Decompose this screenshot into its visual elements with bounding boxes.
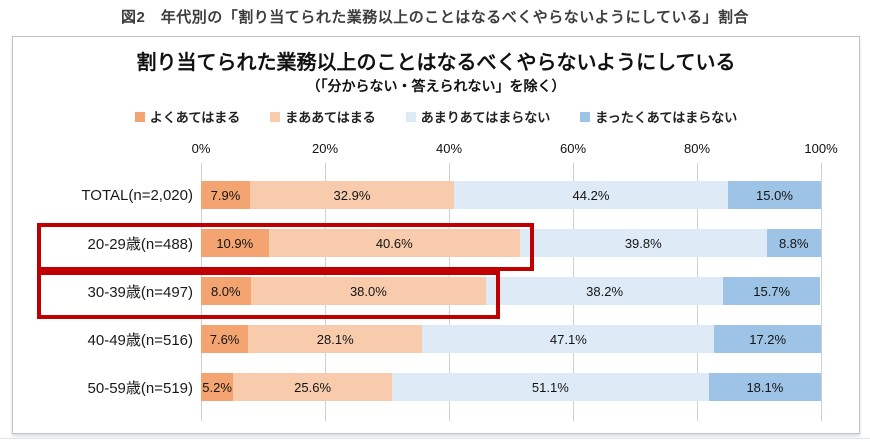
- x-axis-tick-label: 60%: [559, 141, 587, 156]
- bar-segment: 7.9%: [201, 181, 250, 209]
- bar-segment: 15.0%: [727, 181, 821, 209]
- legend-swatch-icon: [270, 111, 281, 122]
- legend-label: よくあてはまる: [149, 110, 241, 125]
- chart-title: 割り当てられた業務以上のことはなるべくやらないようにしている: [136, 52, 736, 74]
- x-axis-tick-label: 0%: [191, 141, 211, 156]
- bar-value-label: 32.9%: [333, 187, 371, 203]
- legend: よくあてはまる まああてはまる あまりあてはまらない まったくあてはまらない: [13, 107, 859, 126]
- bar-value-label: 10.9%: [216, 235, 254, 251]
- bar-value-label: 38.0%: [349, 283, 387, 299]
- legend-item: まったくあてはまらない: [580, 107, 737, 126]
- row-category-label: 40-49歳(n=516): [87, 331, 193, 349]
- table-row: 40-49歳(n=516) 7.6% 28.1% 47.1% 17.2%: [13, 315, 833, 363]
- bar-segment: 8.0%: [201, 277, 251, 305]
- bar-value-label: 5.2%: [202, 379, 232, 395]
- bar-rows: TOTAL(n=2,020) 7.9% 32.9% 44.2% 15.0% 20-29歳(…: [13, 171, 833, 411]
- table-row: 50-59歳(n=519) 5.2% 25.6% 51.1% 18.1%: [13, 363, 833, 411]
- bar-segment: 51.1%: [391, 373, 709, 401]
- row-category-label: TOTAL(n=2,020): [81, 186, 193, 204]
- bar-segment: 18.1%: [708, 373, 821, 401]
- row-category-label: 50-59歳(n=519): [87, 379, 193, 397]
- bar-segment: 8.8%: [766, 229, 822, 257]
- legend-swatch-icon: [580, 111, 591, 122]
- bar-segment: 28.1%: [248, 325, 423, 353]
- bar-segment: 25.6%: [233, 373, 392, 401]
- bar-segment: 40.6%: [268, 229, 520, 257]
- stacked-bar: 8.0% 38.0% 38.2% 15.7%: [201, 277, 821, 305]
- bar-segment: 44.2%: [453, 181, 728, 209]
- bar-value-label: 47.1%: [549, 331, 587, 347]
- bar-value-label: 51.1%: [531, 379, 569, 395]
- bar-value-label: 15.0%: [756, 187, 793, 203]
- x-axis-tick-label: 40%: [435, 141, 463, 156]
- legend-label: まああてはまる: [285, 110, 376, 125]
- bar-value-label: 38.2%: [586, 283, 624, 299]
- bar-value-label: 8.8%: [778, 235, 809, 251]
- x-axis: 0% 20% 40% 60% 80% 100%: [192, 141, 838, 159]
- bar-value-label: 17.2%: [749, 331, 787, 347]
- figure-caption: 図2 年代別の「割り当てられた業務以上のことはなるべくやらないようにしている」割…: [120, 9, 750, 26]
- bar-segment: 38.2%: [486, 277, 724, 305]
- row-category-label: 30-39歳(n=497): [87, 283, 193, 301]
- stacked-bar: 10.9% 40.6% 39.8% 8.8%: [201, 229, 822, 257]
- gridline: [821, 163, 822, 421]
- stacked-bar: 7.6% 28.1% 47.1% 17.2%: [201, 325, 821, 353]
- x-axis-tick-label: 80%: [683, 141, 711, 156]
- bar-value-label: 15.7%: [753, 283, 791, 299]
- legend-label: あまりあてはまらない: [420, 110, 551, 125]
- bar-segment: 32.9%: [249, 181, 454, 209]
- bar-value-label: 39.8%: [624, 235, 662, 251]
- bar-value-label: 44.2%: [572, 187, 610, 203]
- bar-value-label: 40.6%: [375, 235, 413, 251]
- chart-subtitle: （「分からない・答えられない」を除く）: [306, 78, 566, 94]
- bar-value-label: 28.1%: [316, 331, 354, 347]
- legend-label: まったくあてはまらない: [595, 110, 738, 125]
- table-row: TOTAL(n=2,020) 7.9% 32.9% 44.2% 15.0%: [13, 171, 833, 219]
- chart-panel: 割り当てられた業務以上のことはなるべくやらないようにしている （「分からない・答…: [12, 36, 860, 434]
- bar-segment: 47.1%: [422, 325, 715, 353]
- bar-segment: 7.6%: [201, 325, 249, 353]
- x-axis-tick-label: 100%: [804, 141, 838, 156]
- stacked-bar: 7.9% 32.9% 44.2% 15.0%: [201, 181, 821, 209]
- legend-item: よくあてはまる: [134, 107, 241, 126]
- bar-segment: 17.2%: [714, 325, 821, 353]
- bar-segment: 15.7%: [723, 277, 821, 305]
- row-category-label: 20-29歳(n=488): [87, 235, 193, 253]
- page-bottom-divider: [0, 438, 870, 439]
- bar-segment: 38.0%: [250, 277, 487, 305]
- legend-item: あまりあてはまらない: [405, 107, 551, 126]
- bar-segment: 39.8%: [520, 229, 767, 257]
- bar-value-label: 7.9%: [210, 187, 241, 203]
- bar-value-label: 8.0%: [210, 283, 241, 299]
- stacked-bar: 5.2% 25.6% 51.1% 18.1%: [201, 373, 821, 401]
- x-axis-tick-label: 20%: [311, 141, 339, 156]
- bar-segment: 10.9%: [201, 229, 269, 257]
- bar-value-label: 18.1%: [746, 379, 784, 395]
- bar-value-label: 25.6%: [294, 379, 332, 395]
- table-row: 30-39歳(n=497) 8.0% 38.0% 38.2% 15.7%: [13, 267, 833, 315]
- legend-swatch-icon: [405, 111, 416, 122]
- table-row: 20-29歳(n=488) 10.9% 40.6% 39.8% 8.8%: [13, 219, 833, 267]
- bar-segment: 5.2%: [201, 373, 234, 401]
- legend-swatch-icon: [134, 111, 145, 122]
- legend-item: まああてはまる: [270, 107, 376, 126]
- bar-value-label: 7.6%: [209, 331, 240, 347]
